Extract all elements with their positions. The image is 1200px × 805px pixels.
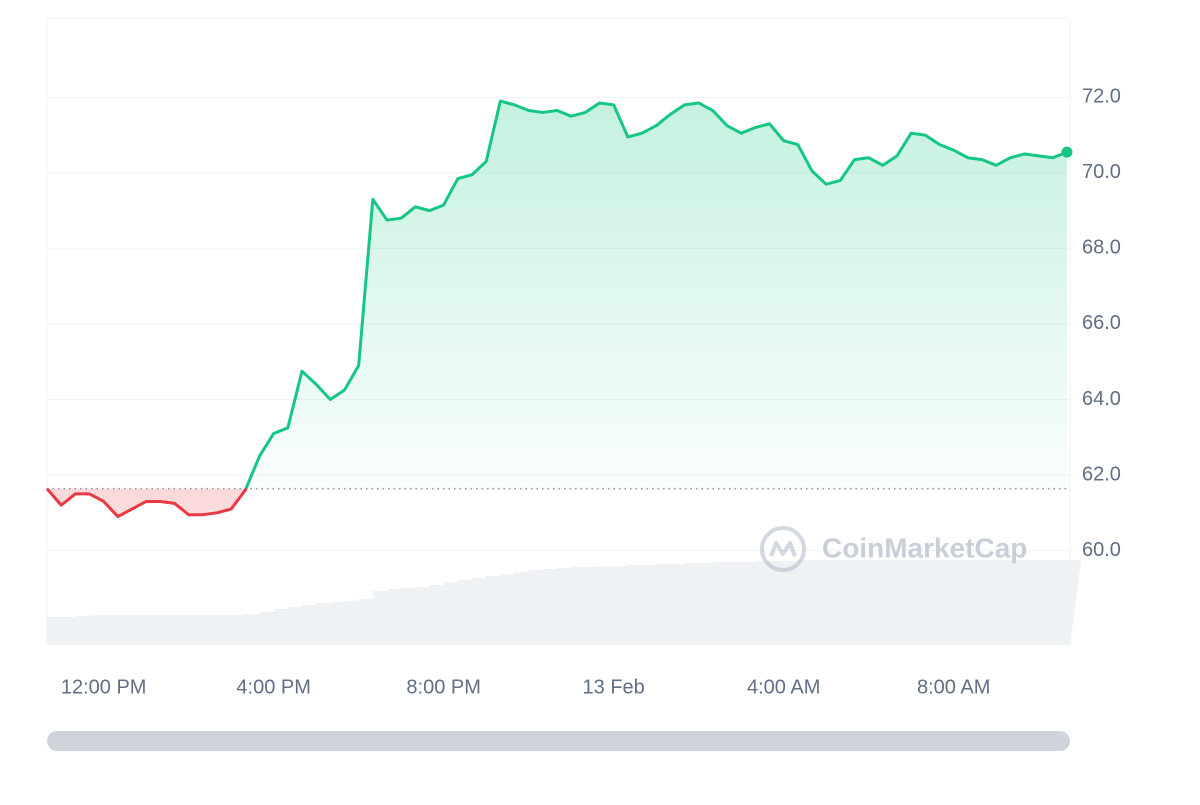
watermark: CoinMarketCap <box>822 532 1027 563</box>
plot: 60.0 62.0 64.0 66.0 68.0 70.0 72.0 12:00 PM 4:00… <box>45 86 1121 698</box>
last-point <box>1061 146 1073 158</box>
y-tick-label: 70.0 <box>1082 161 1121 183</box>
price-line <box>45 99 1068 519</box>
x-tick-label: 12:00 PM <box>61 676 147 698</box>
scrollbar[interactable] <box>47 731 1070 751</box>
x-tick-label: 4:00 AM <box>747 676 820 698</box>
y-tick-label: 66.0 <box>1082 312 1121 334</box>
y-tick-label: 64.0 <box>1082 388 1121 410</box>
x-tick-label: 13 Feb <box>583 676 645 698</box>
y-tick-label: 62.0 <box>1082 463 1121 485</box>
price-area <box>47 101 1067 517</box>
x-tick-label: 4:00 PM <box>236 676 310 698</box>
x-tick-label: 8:00 AM <box>917 676 990 698</box>
y-tick-label: 68.0 <box>1082 237 1121 259</box>
watermark-logo <box>760 526 806 572</box>
x-tick-label: 8:00 PM <box>406 676 480 698</box>
y-tick-label: 60.0 <box>1082 539 1121 561</box>
y-tick-label: 72.0 <box>1082 86 1121 108</box>
volume-area <box>47 560 1082 645</box>
